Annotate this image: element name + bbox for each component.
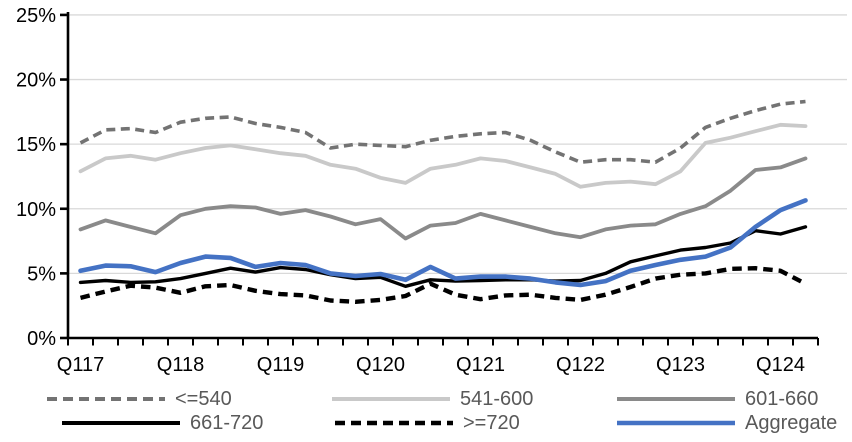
y-tick-label: 5%	[27, 263, 56, 285]
x-tick-label: Q120	[356, 354, 405, 376]
x-tick-label: Q123	[656, 354, 705, 376]
legend-label-541-600: 541-600	[460, 388, 534, 410]
legend-item-ge-720: >=720	[333, 412, 520, 434]
series-line-601-660	[78, 156, 808, 241]
legend-label-661-720: 661-720	[190, 412, 264, 434]
legend-label-le-540: <=540	[175, 388, 232, 410]
y-tick-label: 25%	[16, 5, 56, 27]
legend-swatch-541-600-icon	[332, 397, 450, 401]
legend-label-601-660: 601-660	[745, 388, 819, 410]
y-tick-label: 20%	[16, 70, 56, 92]
x-tick-label: Q124	[756, 354, 805, 376]
y-tick-label: 0%	[27, 328, 56, 350]
x-tick-label: Q117	[57, 354, 104, 376]
legend-item-le-540: <=540	[45, 388, 232, 410]
x-tick-label: Q119	[257, 354, 304, 376]
legend-swatch-aggregate-icon	[617, 420, 735, 426]
legend-item-661-720: 661-720	[60, 412, 263, 434]
legend-label-aggregate: Aggregate	[745, 412, 838, 434]
series-line-le-540	[79, 99, 806, 164]
legend-item-541-600: 541-600	[330, 388, 533, 410]
legend-swatch-le-540-icon	[47, 397, 165, 401]
legend-item-aggregate: Aggregate	[615, 412, 837, 434]
legend: <=540 541-600 601-660 661-720 >=720 Aggr…	[0, 384, 852, 440]
legend-swatch-661-720-icon	[62, 421, 180, 425]
series-line-661-720	[78, 225, 808, 288]
legend-item-601-660: 601-660	[615, 388, 818, 410]
y-tick-label: 15%	[16, 134, 56, 156]
series-line-aggregate	[78, 198, 808, 288]
plot-area: 0% 5% 10% 15% 20% 25% Q117 Q118 Q119 Q120 Q121 Q122…	[16, 5, 847, 376]
y-tick-label: 10%	[16, 199, 56, 221]
legend-swatch-601-660-icon	[617, 397, 735, 401]
x-tick-label: Q118	[157, 354, 204, 376]
legend-swatch-ge-720-icon	[335, 420, 453, 426]
series-line-541-600	[78, 122, 808, 189]
x-tick-label: Q122	[556, 354, 605, 376]
legend-label-ge-720: >=720	[463, 412, 520, 434]
x-tick-label: Q121	[456, 354, 505, 376]
